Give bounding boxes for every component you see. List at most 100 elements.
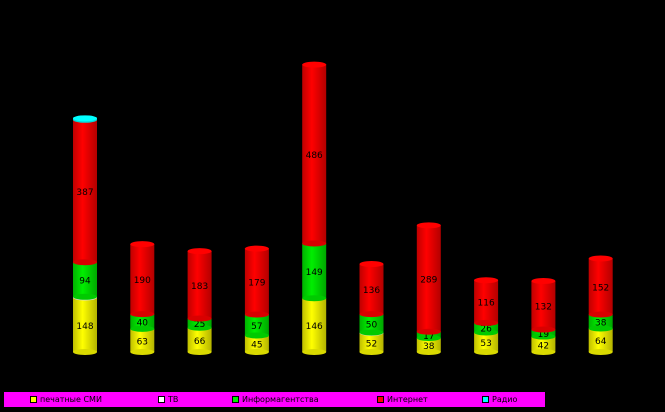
legend-item-informagentstva: Информагентства xyxy=(232,392,319,407)
data-label: 289 xyxy=(420,276,437,286)
bar-segment xyxy=(359,264,384,315)
data-label: 17 xyxy=(423,332,434,342)
legend-item-tv: ТВ xyxy=(158,392,178,407)
bar-segment-edge xyxy=(359,349,384,355)
bar-segment xyxy=(130,328,155,352)
legend-swatch xyxy=(482,396,489,403)
bar-segment xyxy=(359,314,384,333)
bar-segment xyxy=(474,332,499,352)
bar-segment xyxy=(531,280,556,330)
bar-segment-edge xyxy=(244,332,269,339)
legend-item-pechatnye-smi: печатные СМИ xyxy=(30,392,102,407)
data-label: 63 xyxy=(137,337,148,347)
data-label: 486 xyxy=(306,151,323,161)
bar-segment xyxy=(531,329,556,337)
bar-top-cap xyxy=(359,261,384,268)
bar-segment-edge xyxy=(531,333,556,340)
bar-segment-edge xyxy=(73,259,97,266)
bar-segment xyxy=(244,248,269,315)
bar-segment xyxy=(474,322,499,333)
bar-segment xyxy=(416,225,441,332)
bar-top-cap xyxy=(416,222,441,229)
bar-segment-edge xyxy=(130,311,155,318)
bar-segment xyxy=(302,298,327,352)
bar-top-cap xyxy=(474,277,499,284)
bar-segment-edge xyxy=(531,326,556,333)
legend-item-internet: Интернет xyxy=(377,392,428,407)
bar-top-cap xyxy=(73,115,97,122)
bar-segment-edge xyxy=(588,311,613,318)
bar-segment-edge xyxy=(302,295,327,302)
bar-segment xyxy=(130,314,155,329)
legend-label: Радио xyxy=(492,395,518,404)
bar-segment-edge xyxy=(130,325,155,332)
data-label: 57 xyxy=(251,322,262,332)
data-label: 40 xyxy=(137,318,149,328)
bar-top-cap xyxy=(244,245,269,252)
bar-segment-edge xyxy=(588,349,613,355)
bar-segment xyxy=(302,64,327,244)
bar-segment xyxy=(244,314,269,336)
data-label: 19 xyxy=(538,330,550,340)
bar-top-cap xyxy=(531,277,556,284)
bar-segment xyxy=(588,258,613,315)
bar-segment-edge xyxy=(244,349,269,355)
data-label: 50 xyxy=(366,320,378,330)
data-label: 45 xyxy=(251,341,262,351)
bar-segment xyxy=(416,338,441,352)
bar-segment xyxy=(588,314,613,329)
bar-segment-edge xyxy=(359,311,384,318)
data-label: 94 xyxy=(79,277,91,287)
data-label: 66 xyxy=(194,337,206,347)
data-label: 26 xyxy=(480,325,492,335)
data-label: 183 xyxy=(191,282,208,292)
bar-segment xyxy=(73,119,97,263)
data-label: 132 xyxy=(535,302,552,312)
bar-segment-edge xyxy=(416,328,441,335)
data-label: 387 xyxy=(76,188,93,198)
data-label: 146 xyxy=(306,322,323,332)
bar-segment xyxy=(588,328,613,352)
bar-top-cap xyxy=(187,248,212,255)
bar-segment-edge xyxy=(73,349,97,355)
bar-top-cap xyxy=(588,255,613,262)
legend-swatch xyxy=(30,396,37,403)
bar-segment-edge xyxy=(474,349,499,355)
bar-segment xyxy=(244,335,269,352)
bar-segment-edge xyxy=(187,349,212,355)
data-label: 53 xyxy=(480,339,491,349)
data-label: 52 xyxy=(366,339,377,349)
bar-segment xyxy=(130,244,155,315)
bar-segment xyxy=(187,251,212,319)
bar-segment-edge xyxy=(359,329,384,336)
data-label: 38 xyxy=(595,318,607,328)
legend-swatch xyxy=(158,396,165,403)
data-label: 64 xyxy=(595,337,607,347)
bar-segment-edge xyxy=(416,349,441,355)
bar-segment xyxy=(474,280,499,323)
data-label: 149 xyxy=(306,268,323,278)
legend-label: ТВ xyxy=(168,395,179,404)
legend-label: Интернет xyxy=(387,395,428,404)
bar-segment-edge xyxy=(244,311,269,318)
data-label: 179 xyxy=(248,279,265,289)
data-label: 190 xyxy=(134,276,151,286)
bar-segment-edge xyxy=(73,293,97,300)
bar-top-cap xyxy=(130,241,155,248)
bar-segment xyxy=(302,243,327,299)
data-label: 116 xyxy=(478,299,495,309)
bar-segment xyxy=(531,336,556,352)
bar-segment-edge xyxy=(187,324,212,331)
bar-segment-edge xyxy=(187,315,212,322)
bar-segment-edge xyxy=(302,240,327,247)
bar-segment xyxy=(73,297,97,352)
legend-swatch xyxy=(377,396,384,403)
data-label: 148 xyxy=(76,322,93,332)
data-label: 136 xyxy=(363,286,380,296)
legend-label: печатные СМИ xyxy=(40,395,102,404)
bar-segment-edge xyxy=(302,349,327,355)
data-label: 152 xyxy=(592,283,609,293)
chart-legend: печатные СМИ ТВ Информагентства Интернет… xyxy=(4,392,545,407)
bar-segment-edge xyxy=(474,329,499,336)
